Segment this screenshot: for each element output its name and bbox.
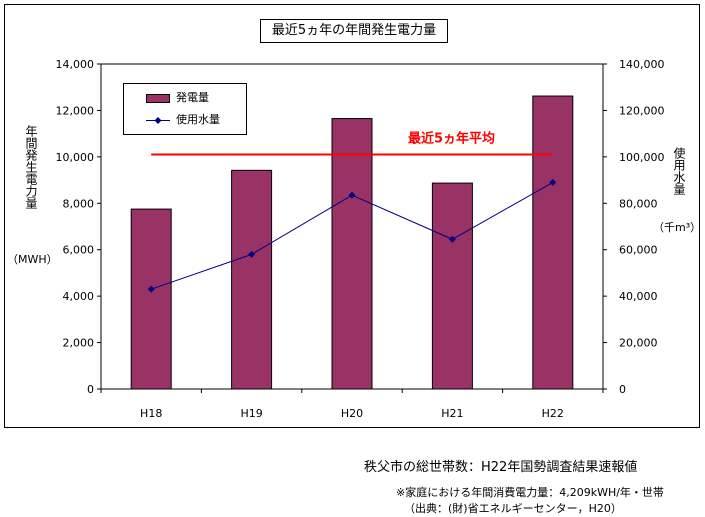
left-tick-label: 8,000 bbox=[63, 197, 95, 210]
bar-power bbox=[431, 182, 473, 390]
point-water bbox=[147, 285, 155, 293]
left-tick-label: 0 bbox=[87, 383, 94, 396]
legend-item-water: 使用水量 bbox=[124, 112, 246, 128]
x-tick-label: H19 bbox=[240, 407, 262, 420]
consumption-note: ※家庭における年間消費電力量：4,209kWH/年・世帯 bbox=[396, 486, 664, 499]
chart-canvas: 0 2,000 4,000 6,000 8,000 10,000 12,000 14,000 0… bbox=[56, 58, 665, 420]
right-tick-label: 140,000 bbox=[619, 58, 665, 71]
legend-label-water: 使用水量 bbox=[176, 113, 220, 126]
chart-frame: 0 2,000 4,000 6,000 8,000 10,000 12,000 14,000 0… bbox=[4, 4, 702, 428]
x-tick-label: H18 bbox=[140, 407, 162, 420]
x-tick-label: H20 bbox=[341, 407, 363, 420]
left-axis-label: 年間発生電力量 bbox=[24, 125, 38, 209]
left-tick-label: 12,000 bbox=[56, 104, 95, 117]
left-tick-label: 10,000 bbox=[56, 151, 95, 164]
right-tick-label: 120,000 bbox=[619, 104, 665, 117]
right-tick-label: 40,000 bbox=[619, 290, 658, 303]
left-tick-label: 6,000 bbox=[63, 244, 95, 257]
bar-power bbox=[130, 208, 172, 390]
left-tick-label: 14,000 bbox=[56, 58, 95, 71]
right-tick-label: 100,000 bbox=[619, 151, 665, 164]
legend: 発電量 使用水量 bbox=[123, 83, 247, 135]
point-water bbox=[448, 235, 456, 243]
right-tick-label: 20,000 bbox=[619, 337, 658, 350]
average-label: 最近5ヵ年平均 bbox=[408, 131, 495, 147]
x-tick-label: H22 bbox=[542, 407, 564, 420]
x-tick-label: H21 bbox=[441, 407, 463, 420]
right-tick-label: 0 bbox=[619, 383, 626, 396]
bar-power bbox=[231, 169, 273, 390]
source-note: （出典：(財)省エネルギーセンター，H20） bbox=[404, 502, 622, 515]
right-tick-label: 80,000 bbox=[619, 197, 658, 210]
right-tick-label: 60,000 bbox=[619, 244, 658, 257]
point-water bbox=[549, 178, 557, 186]
point-water bbox=[248, 250, 256, 258]
bar-power bbox=[331, 118, 373, 390]
legend-item-power: 発電量 bbox=[124, 90, 246, 106]
households-note: 秩父市の総世帯数：H22年国勢調査結果速報値 bbox=[364, 460, 638, 475]
right-axis-unit: （千m³） bbox=[653, 221, 702, 234]
legend-swatch-bar bbox=[146, 94, 170, 103]
left-tick-label: 2,000 bbox=[63, 337, 95, 350]
legend-label-power: 発電量 bbox=[176, 91, 209, 104]
right-axis-label: 使用水量 bbox=[672, 147, 686, 195]
legend-swatch-line bbox=[146, 117, 170, 124]
chart-title: 最近5ヵ年の年間発生電力量 bbox=[260, 19, 448, 43]
point-water bbox=[348, 191, 356, 199]
left-axis-unit: （MWH） bbox=[7, 253, 58, 266]
bar-power bbox=[532, 95, 574, 390]
left-tick-label: 4,000 bbox=[63, 290, 95, 303]
